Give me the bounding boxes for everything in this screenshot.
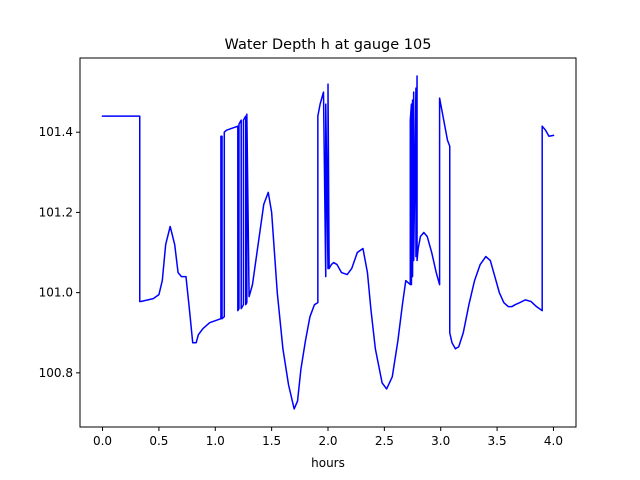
x-tick-label: 2.5 (375, 434, 394, 448)
plot-layer (101, 75, 555, 410)
x-tick-label: 3.0 (431, 434, 450, 448)
y-tick-label: 100.8 (39, 366, 73, 380)
x-tick-label: 1.0 (206, 434, 225, 448)
series-line-0 (101, 75, 555, 410)
y-tick-label: 101.0 (39, 286, 73, 300)
y-tick-label: 101.2 (39, 205, 73, 219)
x-axis-label: hours (311, 456, 345, 470)
x-tick-label: 2.0 (318, 434, 337, 448)
x-tick-label: 1.5 (262, 434, 281, 448)
chart-title: Water Depth h at gauge 105 (225, 37, 432, 53)
x-tick-label: 4.0 (544, 434, 563, 448)
y-tick-label: 101.4 (39, 125, 73, 139)
x-tick-label: 3.5 (488, 434, 507, 448)
axes-layer: 0.0 0.5 1.0 1.5 2.0 2.5 3.0 3.5 4.0 100.8 101.0 101… (39, 57, 577, 448)
x-tick-label: 0.5 (149, 434, 168, 448)
x-tick-label: 0.0 (93, 434, 112, 448)
